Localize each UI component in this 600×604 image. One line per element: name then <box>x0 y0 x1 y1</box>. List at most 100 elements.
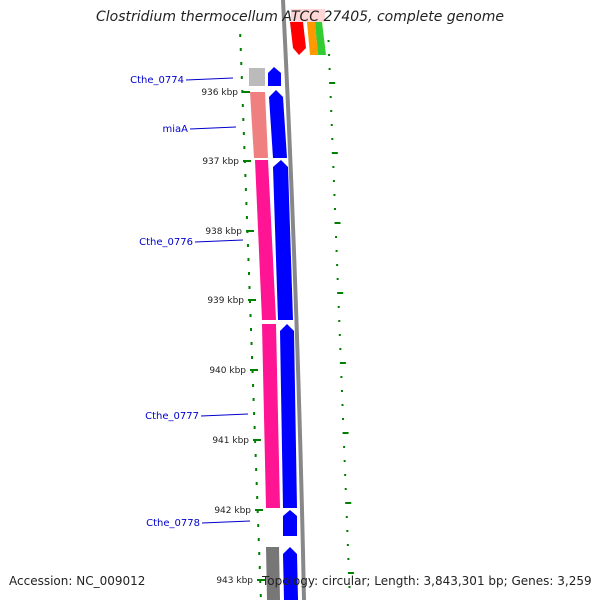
cds-arrow-0778 <box>283 510 297 536</box>
gc-dot <box>252 384 255 387</box>
gene-labels: Cthe_0774 miaA Cthe_0776 Cthe_0777 Cthe_0778 <box>130 75 251 529</box>
feature-magenta-0776 <box>255 160 276 320</box>
gc-dot <box>241 104 244 107</box>
feature-pink-highlight <box>291 9 325 22</box>
gc-dot <box>342 432 349 434</box>
gc-dot <box>250 328 253 331</box>
gene-leader-line <box>194 239 244 243</box>
gc-dot <box>340 376 343 378</box>
gc-dot <box>333 194 336 196</box>
gene-label[interactable]: miaA <box>163 124 189 135</box>
gene-leader-line <box>201 520 251 524</box>
gc-dot <box>259 594 262 597</box>
gene-label[interactable]: Cthe_0778 <box>146 518 200 529</box>
cds-arrow-0774 <box>268 67 281 86</box>
gc-dot <box>336 264 339 266</box>
gc-dot <box>249 314 252 317</box>
tick-label: 939 kbp <box>207 296 244 306</box>
gene-label[interactable]: Cthe_0777 <box>145 411 199 422</box>
genome-title: Clostridium thermocellum ATCC 27405, com… <box>96 9 504 25</box>
gc-dot <box>256 510 259 513</box>
gc-dot <box>240 62 243 65</box>
gc-dot <box>328 54 331 56</box>
gc-dot <box>256 496 259 499</box>
accession-label: Accession: NC_009012 <box>9 574 146 588</box>
gc-dot <box>245 202 248 205</box>
gc-dot <box>344 488 347 490</box>
gc-dot <box>250 342 253 345</box>
gc-dot <box>257 538 260 541</box>
gc-dot <box>339 362 346 364</box>
gc-dot <box>259 580 262 583</box>
cds-arrow-0777 <box>280 324 297 508</box>
gc-dot <box>239 48 242 51</box>
gc-dot <box>255 468 258 471</box>
gc-dot <box>344 474 347 476</box>
gc-dot <box>242 132 245 135</box>
gc-dot <box>334 222 341 224</box>
gc-dot <box>345 516 348 518</box>
gc-dot <box>342 418 345 420</box>
gc-dot <box>346 544 349 546</box>
gc-dot <box>329 82 336 84</box>
gc-dot <box>247 258 250 261</box>
gc-dot <box>337 292 344 294</box>
gc-dot <box>251 356 254 359</box>
gc-dot <box>258 552 261 555</box>
cds-arrow-miaA <box>269 90 287 158</box>
gc-dot <box>343 460 346 462</box>
tick-label: 937 kbp <box>202 157 239 167</box>
gc-dot <box>335 236 338 238</box>
gc-dot <box>348 586 351 588</box>
gc-dot <box>331 152 338 154</box>
genome-summary: Topology: circular; Length: 3,843,301 bp… <box>262 574 592 588</box>
gc-dot <box>246 244 249 247</box>
gc-dot <box>345 502 352 504</box>
gc-skew-track-right <box>327 40 354 588</box>
gc-dot <box>253 426 256 429</box>
gc-dot <box>247 272 250 275</box>
gc-dot <box>333 208 336 210</box>
tick-label: 940 kbp <box>209 366 246 376</box>
gc-dot <box>251 370 254 373</box>
gene-label[interactable]: Cthe_0774 <box>130 75 184 86</box>
cds-arrow-0776 <box>273 160 293 320</box>
gc-dot <box>343 446 346 448</box>
feature-orange-box <box>307 22 318 55</box>
gc-dot <box>239 34 242 37</box>
gc-dot <box>248 286 251 289</box>
gc-dot <box>328 68 331 70</box>
tick-label: 938 kbp <box>205 227 242 237</box>
gc-dot <box>337 306 340 308</box>
gc-dot <box>347 558 350 560</box>
gc-dot <box>244 174 247 177</box>
tick-label: 941 kbp <box>212 436 249 446</box>
gc-dot <box>346 530 349 532</box>
gc-dot <box>338 320 341 322</box>
gc-dot <box>340 390 343 392</box>
gc-dot <box>338 334 341 336</box>
feature-red-arrow <box>290 22 306 55</box>
gc-dot <box>245 216 248 219</box>
gc-dot <box>347 572 354 574</box>
gc-dot <box>254 454 257 457</box>
gc-dot <box>243 146 246 149</box>
gc-dot <box>327 40 330 42</box>
gc-dot <box>330 110 333 112</box>
gc-dot <box>330 124 333 126</box>
gc-dot <box>240 76 243 79</box>
gene-leader-line <box>185 77 234 81</box>
gc-dot <box>254 440 257 443</box>
gc-dot <box>255 482 258 485</box>
gc-dot <box>332 166 335 168</box>
feature-salmon-miaA <box>250 92 268 158</box>
gc-dot <box>329 96 332 98</box>
gene-leader-line <box>200 413 249 417</box>
tick-label: 943 kbp <box>216 576 253 586</box>
genome-backbone <box>281 0 306 601</box>
gene-label[interactable]: Cthe_0776 <box>139 237 193 248</box>
cds-arrow-bottom <box>283 547 298 600</box>
gene-leader-line <box>189 126 237 130</box>
